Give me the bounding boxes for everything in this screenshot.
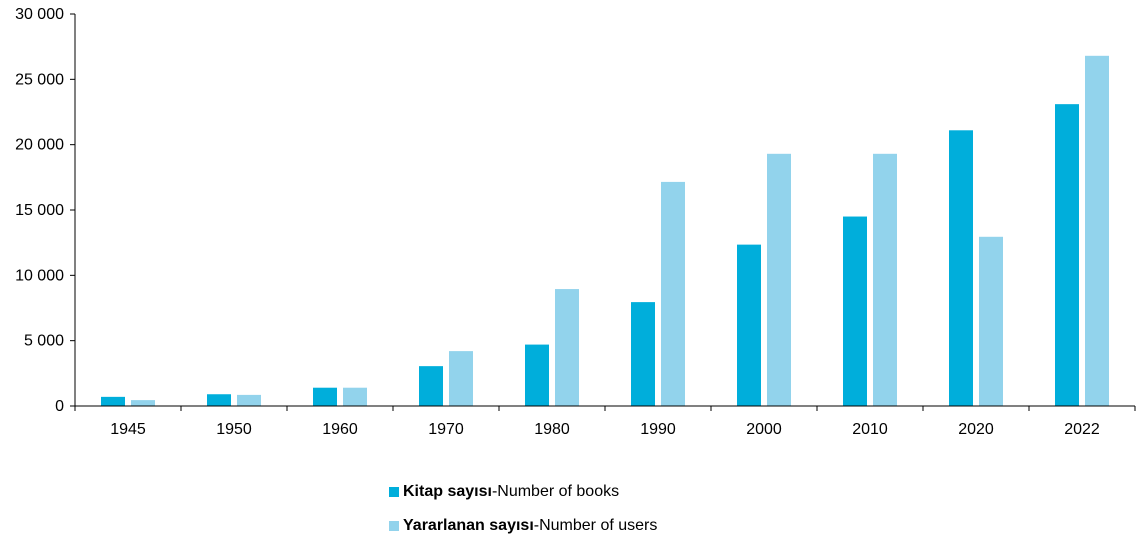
bar-users-2020 bbox=[979, 236, 1003, 406]
x-tick-label: 2020 bbox=[958, 421, 994, 438]
bar-users-1960 bbox=[343, 387, 367, 406]
legend-label-users-bold: Yararlanan sayısı bbox=[403, 517, 534, 534]
x-tick-label: 1980 bbox=[534, 421, 570, 438]
tick-labels-group: 0 5 000 10 000 15 000 20 000 25 000 30 000 1945… bbox=[15, 6, 1100, 438]
bar-books-1960 bbox=[313, 387, 337, 406]
x-tick-label: 1945 bbox=[110, 421, 146, 438]
bar-users-2022 bbox=[1085, 55, 1109, 407]
bar-users-1980 bbox=[555, 289, 579, 406]
legend-item-users: Yararlanan sayısı -Number of users bbox=[389, 516, 657, 536]
y-tick-label: 5 000 bbox=[24, 333, 64, 350]
bar-users-2000 bbox=[767, 153, 791, 406]
x-tick-label: 1970 bbox=[428, 421, 464, 438]
bar-users-1945 bbox=[131, 400, 155, 406]
bar-books-2000 bbox=[737, 244, 761, 406]
legend-swatch-users bbox=[389, 521, 399, 531]
y-tick-label: 15 000 bbox=[15, 202, 64, 219]
bar-books-1950 bbox=[207, 394, 231, 406]
bar-users-2010 bbox=[873, 153, 897, 406]
legend-label-books-rest: -Number of books bbox=[491, 483, 620, 500]
x-tick-label: 2022 bbox=[1064, 421, 1100, 438]
legend-swatch-books bbox=[389, 487, 399, 497]
bar-users-1970 bbox=[449, 351, 473, 406]
y-tick-label: 0 bbox=[55, 398, 64, 415]
x-tick-label: 1950 bbox=[216, 421, 252, 438]
x-tick-label: 2010 bbox=[852, 421, 888, 438]
bar-books-2020 bbox=[949, 130, 973, 406]
bar-books-2010 bbox=[843, 216, 867, 406]
bar-books-1980 bbox=[525, 344, 549, 406]
bar-books-1945 bbox=[101, 396, 125, 406]
x-tick-label: 2000 bbox=[746, 421, 782, 438]
y-tick-label: 20 000 bbox=[15, 137, 64, 154]
bar-books-2022 bbox=[1055, 104, 1079, 406]
x-tick-label: 1990 bbox=[640, 421, 676, 438]
legend-label-books-bold: Kitap sayısı bbox=[403, 483, 492, 500]
bars-group bbox=[101, 55, 1109, 407]
legend-item-books: Kitap sayısı -Number of books bbox=[389, 482, 657, 502]
y-tick-label: 25 000 bbox=[15, 71, 64, 88]
bar-users-1990 bbox=[661, 181, 685, 406]
y-tick-label: 30 000 bbox=[15, 6, 64, 23]
bar-books-1990 bbox=[631, 302, 655, 406]
x-tick-label: 1960 bbox=[322, 421, 358, 438]
legend: Kitap sayısı -Number of books Yararlanan … bbox=[389, 482, 657, 550]
bar-books-1970 bbox=[419, 366, 443, 406]
legend-label-users-rest: -Number of users bbox=[533, 517, 658, 534]
y-tick-label: 10 000 bbox=[15, 267, 64, 284]
axes-group bbox=[70, 13, 1136, 411]
bar-users-1950 bbox=[237, 394, 261, 406]
